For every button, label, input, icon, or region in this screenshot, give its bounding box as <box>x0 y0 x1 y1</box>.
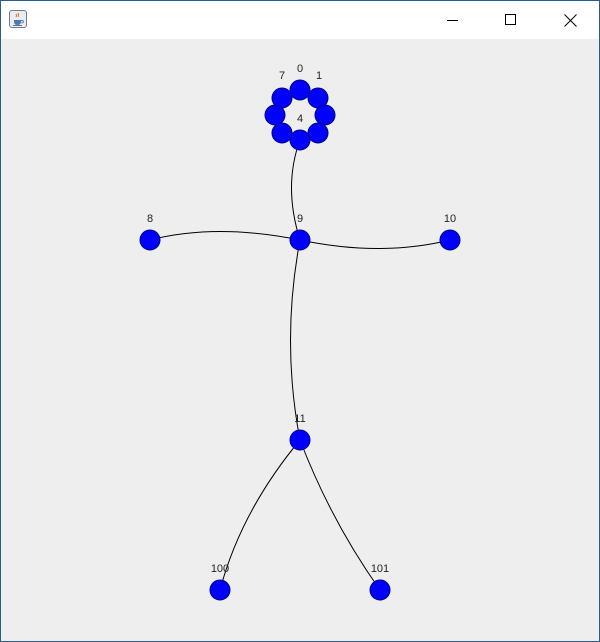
graph-edge-4-9 <box>291 139 301 241</box>
title-bar[interactable] <box>1 1 599 39</box>
maximize-icon <box>505 14 516 25</box>
close-icon <box>563 13 577 27</box>
graph-node-101[interactable] <box>369 579 391 601</box>
graph-edge-9-11 <box>290 239 301 441</box>
graph-edge-11-101 <box>299 439 381 591</box>
graph-node-2[interactable] <box>314 104 336 126</box>
close-button[interactable] <box>541 1 599 39</box>
graph-node-7[interactable] <box>271 87 293 109</box>
nodes-layer <box>139 79 461 601</box>
graph-node-10[interactable] <box>439 229 461 251</box>
graph-drawing: 0 1 4 7 8 9 10 11 100 101 <box>139 63 461 601</box>
graph-edge-11-100 <box>219 439 301 591</box>
maximize-button[interactable] <box>482 1 540 39</box>
node-label-101: 101 <box>371 563 389 575</box>
edges-layer <box>149 89 451 591</box>
minimize-icon <box>447 20 458 21</box>
java-cup-glyph <box>13 12 24 26</box>
node-label-9: 9 <box>297 213 303 225</box>
graph-node-4[interactable] <box>289 129 311 151</box>
node-label-1: 1 <box>316 70 322 82</box>
graph-node-5[interactable] <box>271 122 293 144</box>
graph-edge-8-9 <box>149 231 301 241</box>
graph-node-100[interactable] <box>209 579 231 601</box>
graph-node-3[interactable] <box>307 122 329 144</box>
node-label-10: 10 <box>444 213 456 225</box>
graph-node-9[interactable] <box>289 229 311 251</box>
node-label-8: 8 <box>147 213 153 225</box>
minimize-button[interactable] <box>424 1 482 39</box>
node-label-0: 0 <box>297 63 303 75</box>
graph-edge-9-10 <box>299 239 451 249</box>
node-label-4: 4 <box>297 113 303 125</box>
node-label-100: 100 <box>211 563 229 575</box>
node-label-11: 11 <box>294 413 305 425</box>
node-label-7: 7 <box>279 70 285 82</box>
graph-canvas[interactable]: 0 1 4 7 8 9 10 11 100 101 <box>1 39 599 641</box>
graph-node-0[interactable] <box>289 79 311 101</box>
java-coffee-cup-icon[interactable] <box>9 10 27 28</box>
graph-node-8[interactable] <box>139 229 161 251</box>
graph-node-11[interactable] <box>289 429 311 451</box>
labels-layer: 0 1 4 7 8 9 10 11 100 101 <box>147 63 456 575</box>
